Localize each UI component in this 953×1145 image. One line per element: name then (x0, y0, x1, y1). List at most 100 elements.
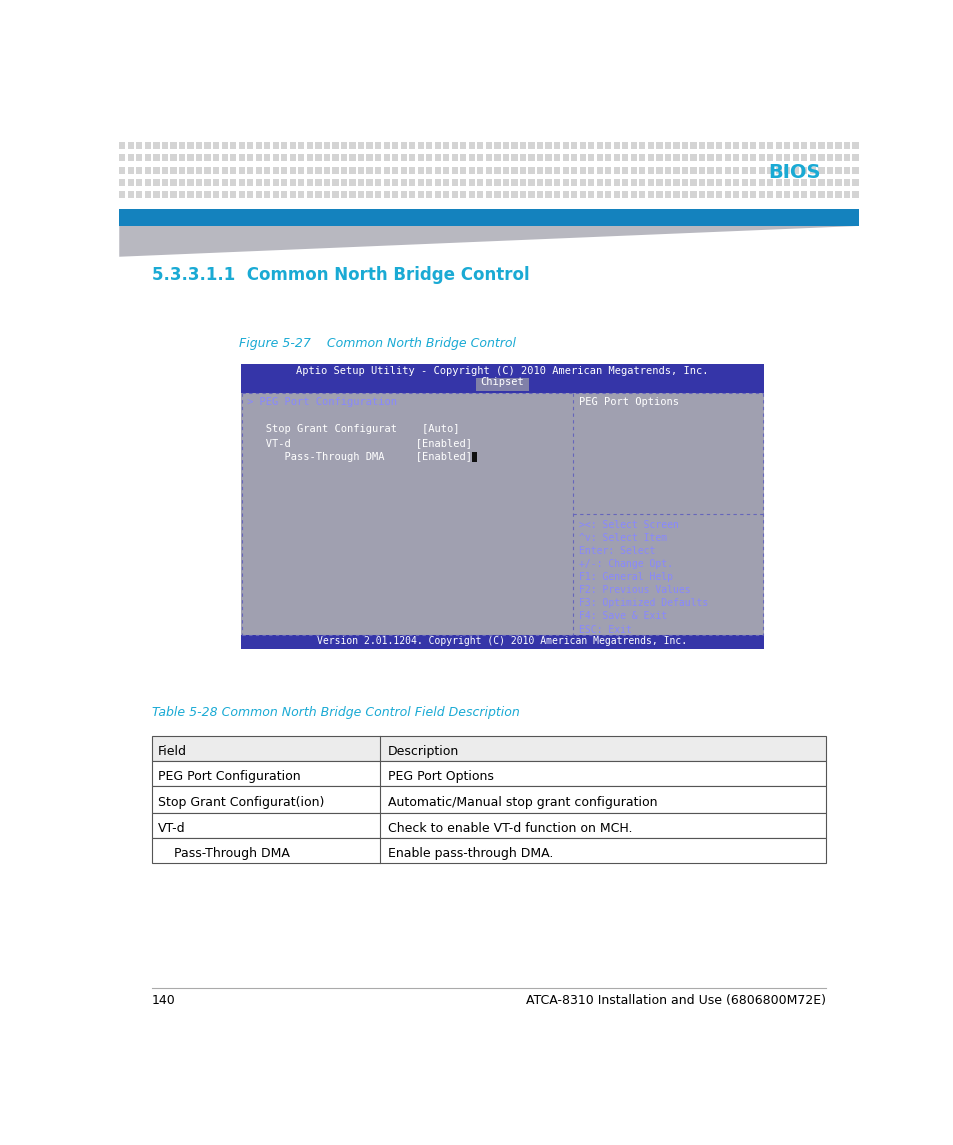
Bar (732, 191, 739, 198)
Bar (281, 191, 287, 198)
Text: Pass-Through DMA: Pass-Through DMA (158, 847, 290, 860)
Bar (562, 191, 568, 198)
Bar (554, 191, 559, 198)
Bar (783, 179, 790, 185)
Bar (230, 155, 236, 161)
Bar (809, 155, 815, 161)
Bar (281, 179, 287, 185)
Bar (511, 167, 517, 174)
Bar (732, 179, 739, 185)
Bar (707, 155, 713, 161)
Text: ><: Select Screen: ><: Select Screen (578, 520, 678, 530)
Bar (562, 167, 568, 174)
Text: F4: Save & Exit: F4: Save & Exit (578, 611, 666, 622)
Bar (740, 167, 747, 174)
Bar (468, 191, 475, 198)
Bar (290, 191, 295, 198)
Text: Field: Field (158, 745, 187, 758)
Bar (315, 142, 321, 149)
Bar (417, 167, 423, 174)
Bar (238, 167, 245, 174)
Bar (783, 191, 790, 198)
Bar (247, 179, 253, 185)
Bar (443, 191, 449, 198)
Text: Stop Grant Configurat    [Auto]: Stop Grant Configurat [Auto] (247, 425, 459, 434)
Bar (485, 155, 492, 161)
Bar (315, 155, 321, 161)
Text: Stop Grant Configurat(ion): Stop Grant Configurat(ion) (158, 796, 324, 810)
Bar (647, 191, 654, 198)
Bar (843, 191, 849, 198)
Bar (162, 155, 168, 161)
Bar (528, 179, 534, 185)
Bar (621, 155, 628, 161)
Bar (835, 155, 841, 161)
Bar (545, 167, 551, 174)
Bar (357, 142, 364, 149)
Bar (494, 155, 500, 161)
Bar (809, 167, 815, 174)
Bar (758, 167, 764, 174)
Bar (392, 191, 397, 198)
Bar (476, 179, 483, 185)
Bar (426, 167, 432, 174)
Bar (775, 191, 781, 198)
Bar (340, 142, 347, 149)
Bar (571, 179, 577, 185)
Bar (241, 634, 763, 649)
Bar (366, 167, 373, 174)
Bar (656, 142, 661, 149)
Bar (476, 191, 483, 198)
Text: 140: 140 (152, 994, 175, 1006)
Bar (392, 155, 397, 161)
Bar (255, 179, 261, 185)
Bar (281, 142, 287, 149)
Bar (519, 142, 525, 149)
Bar (332, 155, 338, 161)
Bar (792, 142, 798, 149)
Bar (443, 179, 449, 185)
Bar (758, 142, 764, 149)
Bar (579, 155, 585, 161)
Bar (315, 167, 321, 174)
Bar (247, 142, 253, 149)
Bar (681, 167, 687, 174)
Bar (604, 167, 611, 174)
Bar (357, 191, 364, 198)
Bar (221, 142, 228, 149)
Bar (852, 191, 858, 198)
Bar (587, 155, 594, 161)
Bar (801, 155, 806, 161)
Bar (435, 142, 440, 149)
Bar (604, 155, 611, 161)
Bar (417, 155, 423, 161)
Bar (230, 179, 236, 185)
Bar (826, 142, 832, 149)
Bar (443, 167, 449, 174)
Bar (349, 167, 355, 174)
Bar (136, 155, 142, 161)
Bar (519, 191, 525, 198)
Text: ATCA-8310 Installation and Use (6806800M72E): ATCA-8310 Installation and Use (6806800M… (525, 994, 825, 1006)
Text: ^v: Select Item: ^v: Select Item (578, 532, 666, 543)
Bar (307, 191, 313, 198)
Bar (502, 179, 509, 185)
Bar (801, 167, 806, 174)
Bar (468, 167, 475, 174)
Bar (426, 142, 432, 149)
Bar (579, 191, 585, 198)
Text: 5.3.3.1.1  Common North Bridge Control: 5.3.3.1.1 Common North Bridge Control (152, 266, 529, 284)
Bar (579, 179, 585, 185)
Bar (596, 142, 602, 149)
Bar (775, 155, 781, 161)
Bar (152, 761, 825, 785)
Bar (366, 155, 373, 161)
Bar (187, 155, 193, 161)
Text: Check to enable VT-d function on MCH.: Check to enable VT-d function on MCH. (388, 822, 632, 836)
Bar (528, 191, 534, 198)
Bar (801, 179, 806, 185)
Bar (472, 451, 476, 461)
Bar (826, 191, 832, 198)
Bar (153, 179, 159, 185)
Bar (835, 191, 841, 198)
